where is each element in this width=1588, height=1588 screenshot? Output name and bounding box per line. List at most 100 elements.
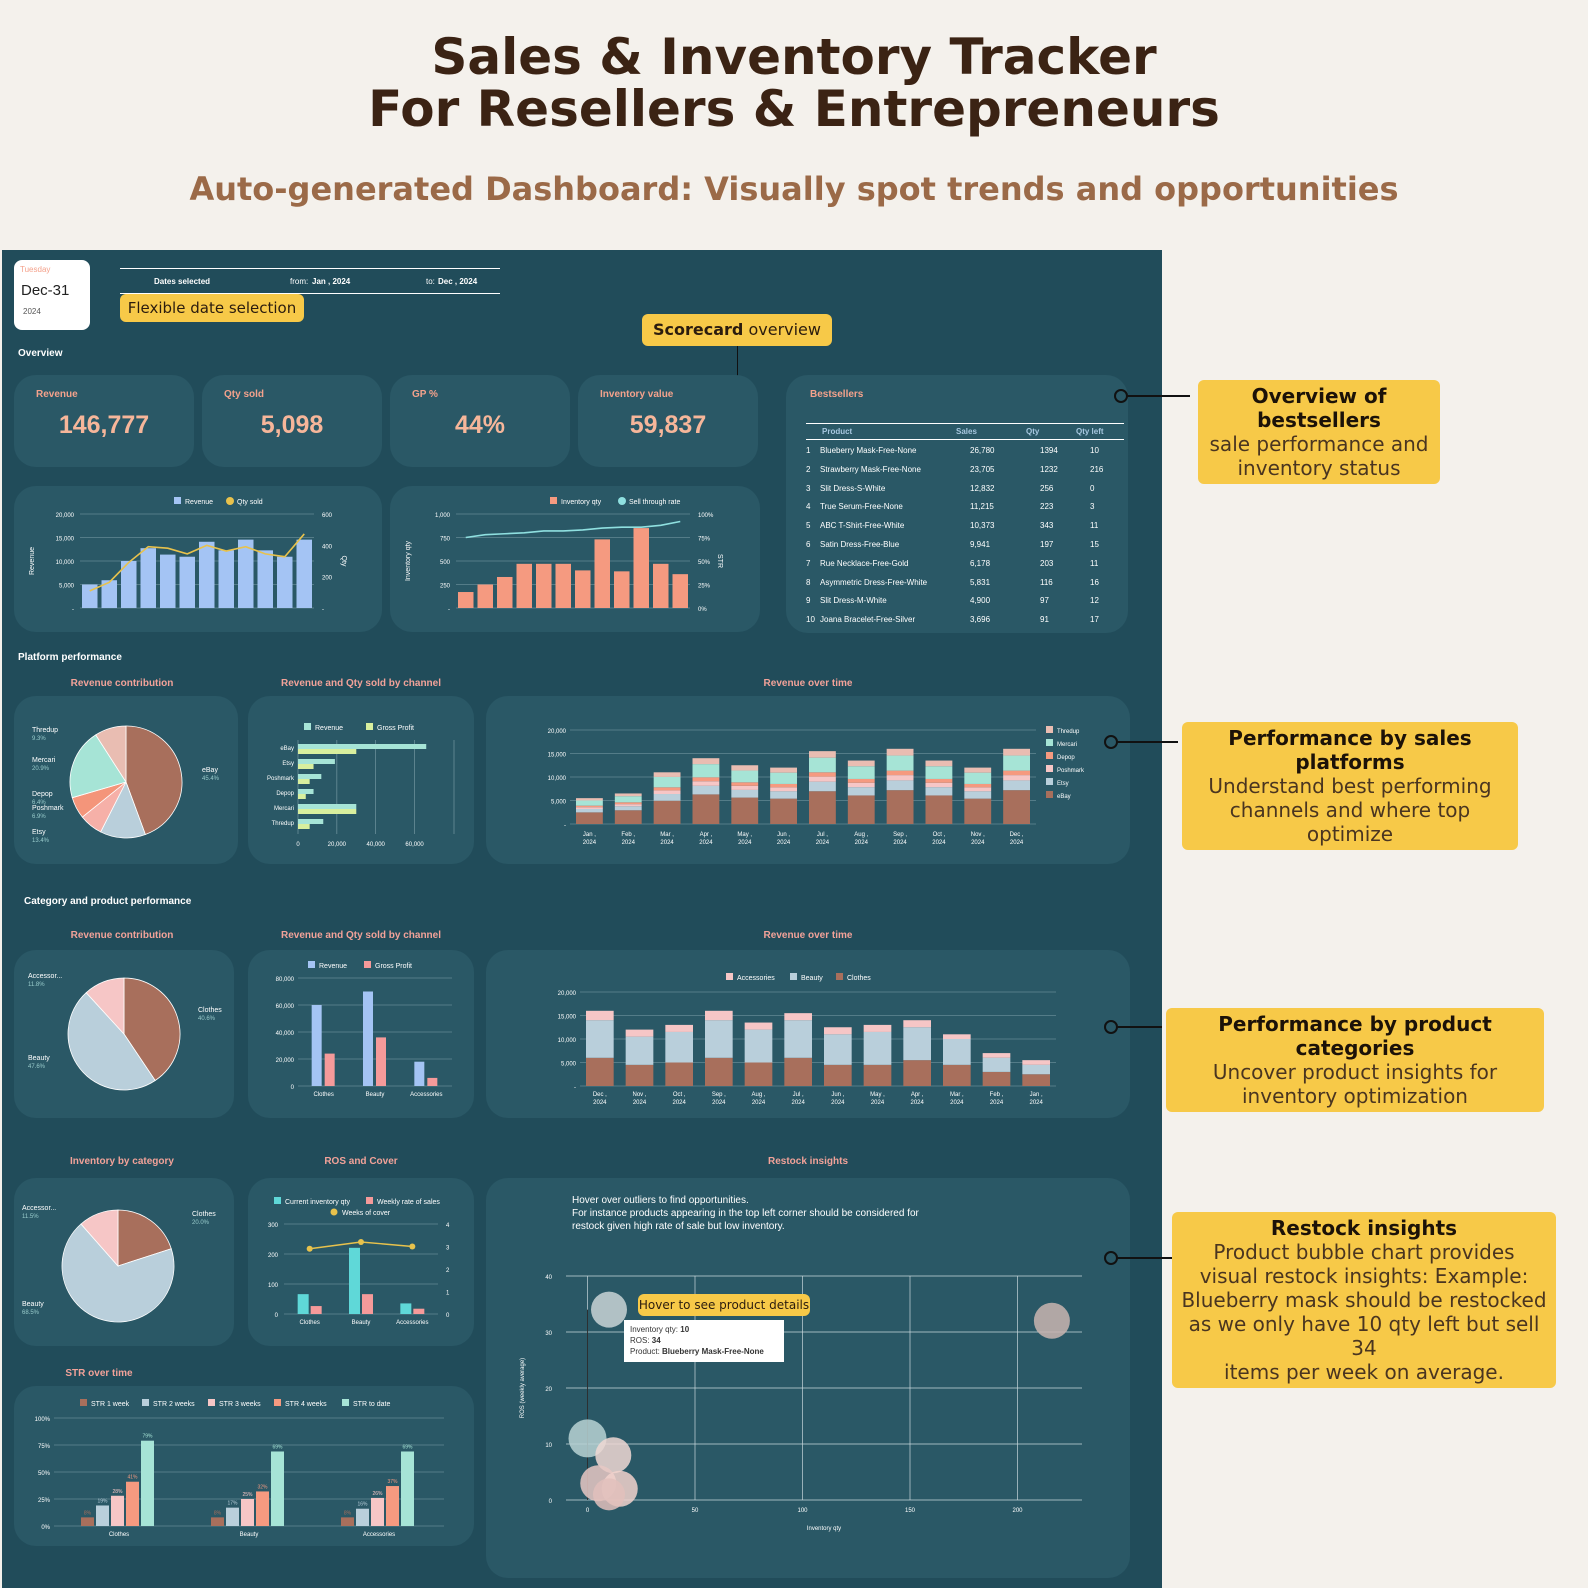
tick-label: 4	[446, 1223, 450, 1229]
legend-label: Gross Profit	[375, 963, 412, 970]
bar-segment	[809, 757, 836, 773]
tick-label: 2024	[990, 1100, 1004, 1106]
pie-pct: 11.8%	[28, 982, 45, 988]
bar-segment	[809, 791, 836, 824]
table-row[interactable]: 9 Slit Dress-M-White 4,900 97 12	[800, 593, 1140, 611]
title-ros-cover: ROS and Cover	[324, 1156, 398, 1167]
bar-segment	[576, 800, 603, 806]
bar	[324, 1053, 335, 1086]
bar	[386, 1486, 399, 1526]
bar	[614, 571, 630, 608]
bar-segment	[692, 785, 720, 795]
legend-label: Depop	[1057, 755, 1075, 761]
title-str: STR over time	[65, 1368, 133, 1379]
pie-pct: 6.9%	[32, 814, 46, 820]
table-cell: 15	[1090, 540, 1099, 549]
bar-segment	[903, 1060, 931, 1086]
table-cell: 4	[806, 502, 811, 512]
tick-label: Jun ,	[777, 832, 790, 838]
tick-label: 200	[322, 576, 333, 582]
table-row[interactable]: 3 Slit Dress-S-White 12,832 256 0	[800, 481, 1140, 499]
table-cell: 2	[806, 464, 811, 474]
tick-label: 2024	[932, 840, 946, 846]
bar-segment	[925, 766, 953, 779]
bubble	[593, 1478, 625, 1511]
callout-line: channels and where top optimize	[1229, 798, 1471, 846]
bar-segment	[886, 790, 914, 824]
tick-label: 2024	[893, 840, 907, 846]
date-selection-bar[interactable]: Dates selected from: Jan , 2024 to: Dec …	[120, 268, 500, 294]
bar-segment	[576, 809, 603, 813]
tick-label: 25%	[38, 1498, 51, 1504]
table-row[interactable]: 2 Strawberry Mask-Free-None 23,705 1232 216	[800, 462, 1140, 480]
tick-label: 2024	[1010, 840, 1024, 846]
title-revenue-qty-channel: Revenue and Qty sold by channel	[280, 678, 442, 689]
data-label: 8%	[214, 1510, 222, 1516]
table-cell: Satin Dress-Free-Blue	[820, 540, 900, 549]
tick-label: Jan ,	[1030, 1092, 1043, 1098]
table-cell: 203	[1040, 558, 1054, 568]
pie-slice	[117, 1209, 172, 1267]
legend-label: Thredup	[1057, 729, 1080, 735]
tick-label: 15,000	[56, 537, 75, 543]
tick-label: 2024	[660, 840, 674, 846]
bar-segment	[903, 1020, 931, 1028]
table-cell: 5	[806, 521, 811, 531]
kpi-value: 59,837	[629, 411, 707, 439]
table-row[interactable]: 4 True Serum-Free-None 11,215 223 3	[800, 499, 1140, 517]
legend-label: Poshmark	[1057, 768, 1085, 774]
tick-label: Nov ,	[971, 832, 985, 838]
data-label: 16%	[357, 1502, 368, 1508]
tick-label: 10,000	[56, 560, 75, 566]
bar	[298, 779, 310, 784]
tick-label: 100	[797, 1508, 808, 1514]
bar	[179, 556, 195, 608]
table-row[interactable]: 1 Blueberry Mask-Free-None 26,780 1394 10	[800, 443, 1140, 461]
bar-segment	[614, 810, 642, 824]
legend-swatch	[618, 497, 626, 505]
tick-label: 3	[446, 1246, 450, 1252]
data-label: 26%	[372, 1491, 383, 1497]
bar-segment	[665, 1024, 693, 1032]
chart-category-bars: Revenue Gross Profit 80,000 60,000 40,000 20,…	[276, 961, 452, 1098]
bar-segment	[1022, 1064, 1050, 1075]
tick-label: 20,000	[328, 842, 347, 848]
bar	[141, 1440, 154, 1526]
bar-segment	[731, 782, 759, 786]
bar-segment	[886, 775, 914, 781]
legend-swatch	[80, 1399, 87, 1406]
bar	[101, 580, 117, 608]
table-row[interactable]: 8 Asymmetric Dress-Free-White 5,831 116 16	[800, 575, 1140, 593]
table-row[interactable]: 7 Rue Necklace-Free-Gold 6,178 203 11	[800, 556, 1140, 574]
bar	[401, 1451, 414, 1526]
bar	[297, 1294, 309, 1314]
bar	[653, 563, 669, 608]
data-label: 41%	[127, 1475, 138, 1481]
bar	[356, 1508, 369, 1526]
date-card[interactable]: Tuesday Dec-31 2024	[14, 260, 90, 330]
bar-segment	[1003, 770, 1030, 776]
to-date[interactable]: Dec , 2024	[438, 277, 478, 286]
data-label: 69%	[402, 1444, 413, 1450]
table-cell: 10,373	[970, 521, 995, 531]
bar	[555, 563, 571, 608]
restock-line-2: For instance products appearing in the t…	[572, 1208, 919, 1219]
chart-category-stack: Accessories Beauty Clothes 20,000 15,000 10,0…	[558, 973, 1056, 1106]
bar-segment	[731, 789, 759, 798]
from-date[interactable]: Jan , 2024	[312, 277, 351, 286]
tick-label: Nov ,	[632, 1092, 646, 1098]
tick-label: 40,000	[276, 1031, 295, 1037]
bar	[296, 539, 312, 608]
table-row[interactable]: 5 ABC T-Shirt-Free-White 10,373 343 11	[800, 518, 1140, 536]
tick-label: Feb ,	[990, 1092, 1004, 1098]
category-label: Depop	[276, 791, 294, 797]
table-row[interactable]: 10 Joana Bracelet-Free-Silver 3,696 91 17	[800, 612, 1140, 630]
tick-label: 15,000	[558, 1015, 577, 1021]
tick-label: 10,000	[548, 776, 567, 782]
bar	[226, 1507, 239, 1526]
table-row[interactable]: 6 Satin Dress-Free-Blue 9,941 197 15	[800, 537, 1140, 555]
legend-swatch	[208, 1399, 215, 1406]
callout-line: Uncover product insights for	[1212, 1060, 1498, 1084]
tick-label: 75%	[698, 537, 711, 543]
